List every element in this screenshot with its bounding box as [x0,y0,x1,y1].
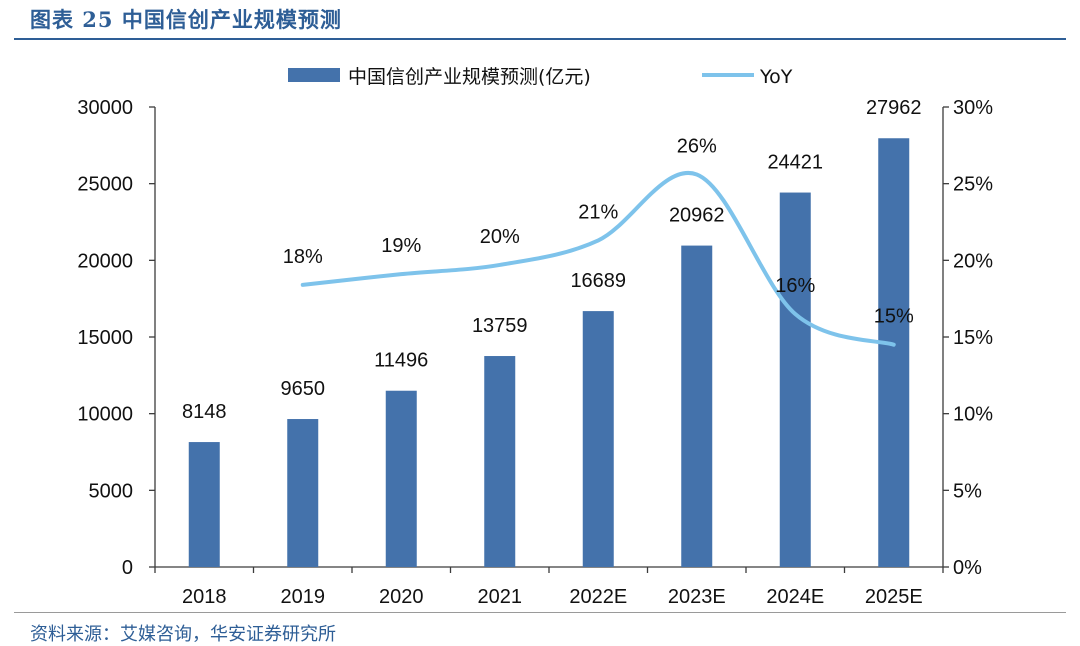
bar [484,356,516,567]
bar-value-label: 27962 [866,97,922,119]
x-tick-label: 2022E [569,586,627,608]
bar-value-label: 11496 [374,350,428,372]
yoy-value-label: 26% [677,135,717,157]
yoy-value-label: 16% [775,275,815,297]
right-tick-label: 30% [953,97,993,119]
right-tick-label: 25% [953,174,993,196]
legend-line-label: YoY [759,66,793,88]
legend: 中国信创产业规模预测(亿元) YoY [288,66,793,88]
axes: 0 5000 10000 15000 20000 25000 30000 0% 5% 10% 15%… [77,97,993,608]
bar-value-label: 13759 [472,315,528,337]
bar-value-label: 16689 [570,270,626,292]
bar-value-label: 9650 [281,378,326,400]
bar [681,245,713,567]
left-tick-label: 0 [122,557,133,579]
bar-value-label: 8148 [182,401,227,423]
left-tick-label: 30000 [77,97,133,119]
yoy-value-label: 15% [874,306,914,328]
left-tick-label: 15000 [77,327,133,349]
bar [385,390,417,567]
right-tick-label: 10% [953,404,993,426]
yoy-line [300,170,896,347]
bar [878,138,910,567]
bar-value-label: 24421 [767,152,823,174]
left-tick-label: 25000 [77,174,133,196]
left-tick-label: 10000 [77,404,133,426]
x-tick-label: 2025E [865,586,923,608]
x-tick-label: 2020 [379,586,424,608]
bar-value-label: 20962 [669,205,725,227]
right-tick-label: 20% [953,250,993,272]
yoy-value-label: 21% [578,201,618,223]
right-tick-label: 15% [953,327,993,349]
bar [582,311,614,567]
legend-bar-swatch [288,68,340,82]
left-tick-label: 5000 [89,480,134,502]
left-tick-label: 20000 [77,250,133,272]
data-labels: 8148 9650 11496 13759 16689 20962 24421 27962 18… [182,97,922,423]
x-tick-label: 2018 [182,586,227,608]
yoy-value-label: 20% [480,226,520,248]
legend-bar-label: 中国信创产业规模预测(亿元) [348,66,591,88]
right-tick-label: 0% [953,557,982,579]
right-tick-label: 5% [953,480,982,502]
x-tick-label: 2024E [766,586,824,608]
bar [188,442,220,567]
yoy-value-label: 19% [381,235,421,257]
figure-title: 图表 25 中国信创产业规模预测 [30,7,342,32]
bar [287,419,319,567]
x-tick-label: 2019 [281,586,326,608]
yoy-value-label: 18% [283,246,323,268]
x-tick-label: 2021 [478,586,523,608]
bar [779,192,811,567]
source-note: 资料来源：艾媒咨询，华安证券研究所 [30,624,336,645]
bar-series [188,138,910,567]
source-rule [14,612,1066,613]
x-tick-label: 2023E [668,586,726,608]
title-rule [14,38,1066,40]
yoy-series [300,170,896,347]
